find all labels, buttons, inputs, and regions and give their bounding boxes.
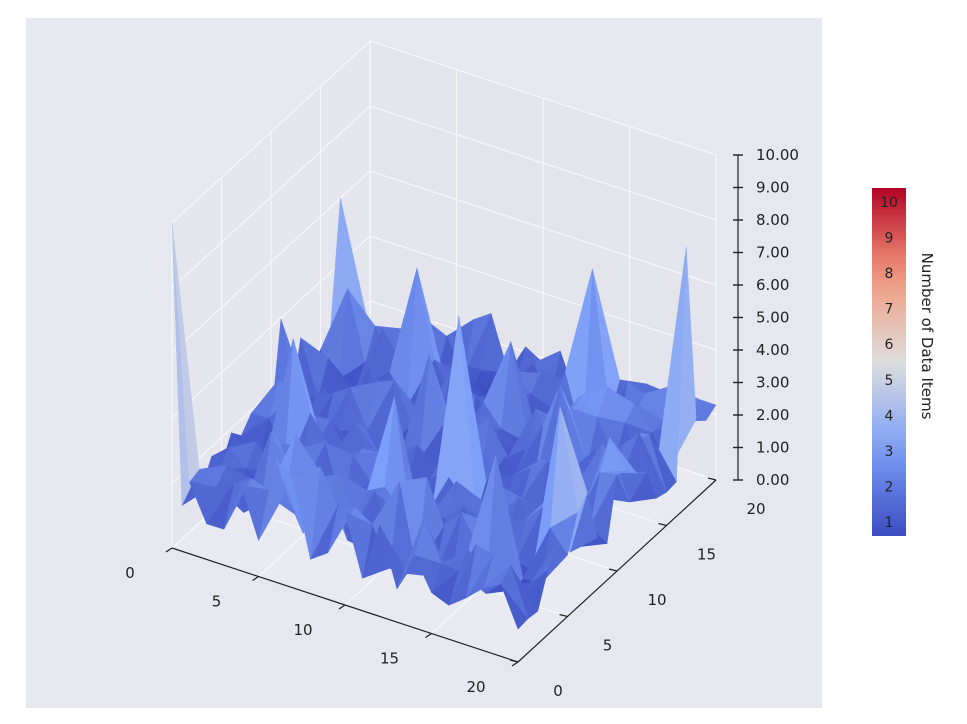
surface-facet [327, 506, 356, 554]
colorbar-title: Number of Data Items [918, 253, 936, 420]
colorbar-tick-label: 5 [885, 373, 894, 389]
y-tick [658, 522, 667, 527]
x-tick [511, 661, 519, 667]
left-gridline [171, 40, 371, 224]
z-tick-label: 7.00 [756, 244, 789, 262]
y-tick [559, 613, 568, 618]
colorbar: 1 2 3 4 5 6 7 8 9 10 Number of Data Items [872, 188, 936, 536]
z-tick-label: 0.00 [756, 471, 789, 489]
tick-labels: 0 5 10 15 20 0 5 10 15 20 0.00 1.00 2.00 3.00 4.00 5.00… [125, 146, 799, 700]
surface-facet [483, 565, 511, 589]
surface-facet [189, 481, 217, 525]
colorbar-tick-label: 10 [880, 195, 898, 211]
z-tick-label: 3.00 [756, 374, 789, 392]
colorbar-tick-label: 1 [885, 515, 894, 531]
y-tick-label: 5 [603, 637, 613, 655]
x-tick-label: 15 [380, 650, 399, 668]
x-tick [252, 576, 259, 581]
surface-mesh [171, 198, 717, 630]
x-tick-label: 20 [466, 678, 485, 696]
y-tick-label: 20 [746, 500, 765, 518]
surface-facet [344, 511, 373, 579]
z-tick-label: 6.00 [756, 276, 789, 294]
x-tick-label: 0 [125, 564, 135, 582]
x-tick [338, 604, 346, 610]
z-tick-label: 2.00 [756, 406, 789, 424]
colorbar-tick-label: 9 [885, 231, 894, 247]
surface-facet [500, 583, 529, 630]
colorbar-tick-label: 8 [885, 266, 894, 282]
surface-facet [310, 505, 338, 560]
surface-facet [206, 482, 235, 530]
y-tick [608, 568, 618, 572]
colorbar-tick-label: 3 [885, 444, 894, 460]
back-gridline [369, 235, 717, 351]
surface-facet [448, 544, 477, 606]
colorbar-ticks: 1 2 3 4 5 6 7 8 9 10 [880, 195, 898, 531]
surface-facet [171, 222, 200, 482]
surface-facet [396, 518, 425, 590]
left-gridline [171, 105, 371, 289]
z-tick-label: 9.00 [756, 179, 789, 197]
surface-facet [275, 459, 304, 534]
colorbar-tick-label: 2 [885, 479, 894, 495]
z-tick-label: 4.00 [756, 341, 789, 359]
surface-facet [292, 466, 321, 560]
back-gridline [369, 105, 717, 221]
x-tick-label: 10 [293, 621, 312, 639]
colorbar-tick-label: 6 [885, 337, 894, 353]
x-tick [425, 633, 432, 638]
z-tick-label: 5.00 [756, 309, 789, 327]
z-tick-label: 1.00 [756, 439, 789, 457]
z-tick-label: 8.00 [756, 211, 789, 229]
back-gridline [369, 40, 717, 156]
left-gridline [171, 170, 371, 354]
y-tick [509, 659, 519, 663]
surface-facet [431, 570, 459, 606]
x-tick [165, 547, 173, 553]
colorbar-tick-label: 4 [885, 408, 894, 424]
back-gridline [369, 170, 717, 286]
surface-facet [414, 555, 442, 593]
colorbar-tick-label: 7 [885, 302, 894, 318]
surface-facet [465, 554, 494, 599]
y-tick-label: 15 [697, 546, 716, 564]
surface-facet [258, 459, 286, 541]
x-tick-label: 5 [212, 593, 222, 611]
y-tick [707, 477, 717, 481]
y-tick-label: 10 [647, 591, 666, 609]
surface-facet [240, 485, 269, 541]
colorbar-gradient [872, 188, 906, 536]
y-tick-label: 0 [553, 682, 563, 700]
surface-facet [379, 525, 407, 590]
z-tick-label: 10.00 [756, 146, 799, 164]
surface-facet [362, 525, 390, 579]
